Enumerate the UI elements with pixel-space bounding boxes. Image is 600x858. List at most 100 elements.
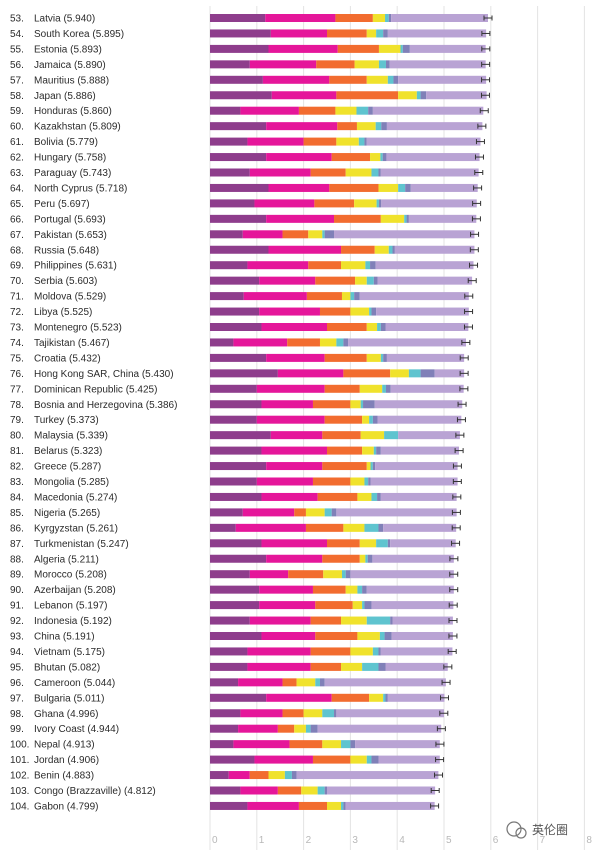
bar-segment <box>266 153 332 162</box>
bar-segment <box>240 106 299 115</box>
row-label: Estonia (5.893) <box>34 44 102 55</box>
chart-row: 83. Mongolia (5.285) <box>10 477 462 488</box>
bar-segment <box>394 245 475 254</box>
row-label: Indonesia (5.192) <box>34 616 112 627</box>
row-rank: 63. <box>10 168 24 179</box>
bar-segment <box>210 709 241 718</box>
bar-segment <box>337 44 379 53</box>
bar-segment <box>350 292 355 301</box>
bar-segment <box>305 508 325 517</box>
row-label: Nigeria (5.265) <box>34 508 100 519</box>
bar-segment <box>420 91 427 100</box>
bar-segment <box>391 632 453 640</box>
bar-segment <box>256 415 325 424</box>
bar-segment <box>334 709 337 718</box>
bar-segment <box>420 369 435 378</box>
bar-segment <box>360 400 364 409</box>
bar-segment <box>350 307 370 316</box>
chart-row: 87. Turkmenistan (5.247) <box>10 539 461 550</box>
bar-segment <box>310 647 351 656</box>
row-rank: 90. <box>10 585 24 596</box>
bar-segment <box>380 446 459 455</box>
bar-segment <box>348 338 466 347</box>
bar-segment <box>247 801 299 810</box>
row-rank: 55. <box>10 44 24 55</box>
bar-segment <box>385 384 391 393</box>
bar-segment <box>341 662 363 671</box>
bar-segment <box>306 292 342 301</box>
row-label: South Korea (5.895) <box>34 29 124 40</box>
bar-segment <box>303 137 337 146</box>
watermark: 英伦圈 <box>506 821 568 839</box>
bar-segment <box>374 245 389 254</box>
bar-segment <box>210 44 269 53</box>
bar-segment <box>324 353 367 362</box>
bar-segment <box>352 601 363 610</box>
bar-segment <box>315 601 353 610</box>
bar-segment <box>366 353 381 362</box>
row-label: Greece (5.287) <box>34 462 101 473</box>
bar-segment <box>387 693 445 702</box>
bar-segment <box>315 632 358 640</box>
bar-segment <box>310 724 318 733</box>
chart-row: 62. Hungary (5.758) <box>10 153 484 164</box>
bar-segment <box>317 724 442 733</box>
row-rank: 60. <box>10 122 24 133</box>
bar-segment <box>392 245 395 254</box>
bar-segment <box>376 199 379 208</box>
bar-segment <box>228 771 250 780</box>
bar-segment <box>372 647 379 656</box>
chart-row: 60. Kazakhstan (5.809) <box>10 122 487 133</box>
bar-segment <box>385 60 390 69</box>
chart-row: 84. Macedonia (5.274) <box>10 492 462 503</box>
bar-segment <box>261 446 327 455</box>
bar-segment <box>210 338 234 347</box>
bar-segment <box>233 338 288 347</box>
chart-row: 78. Bosnia and Herzegovina (5.386) <box>10 400 467 411</box>
bar-segment <box>322 431 361 440</box>
bar-segment <box>408 369 421 378</box>
bar-segment <box>359 539 377 548</box>
x-tick-label: 6 <box>493 835 499 846</box>
chart-row: 54. South Korea (5.895) <box>10 29 491 40</box>
bar-segment <box>360 431 385 440</box>
bar-segment <box>249 60 317 69</box>
bar-segment <box>390 384 464 393</box>
bar-segment <box>341 740 351 749</box>
bar-segment <box>277 724 295 733</box>
bar-segment <box>350 755 367 764</box>
x-tick-label: 0 <box>212 835 218 846</box>
row-label: Montenegro (5.523) <box>34 323 122 334</box>
bar-segment <box>373 446 377 455</box>
bar-segment <box>210 693 267 702</box>
bar-segment <box>329 75 367 84</box>
chart-row: 96. Cameroon (5.044) <box>10 678 451 689</box>
bar-segment <box>343 369 391 378</box>
bar-segment <box>210 261 248 270</box>
bar-segment <box>210 786 241 795</box>
bar-segment <box>390 616 393 625</box>
bar-segment <box>378 523 384 532</box>
bar-segment <box>266 693 332 702</box>
bar-segment <box>368 477 371 486</box>
row-rank: 87. <box>10 539 24 550</box>
chart-row: 73. Montenegro (5.523) <box>10 323 473 334</box>
bar-segment <box>312 585 346 594</box>
bar-segment <box>367 554 373 563</box>
bar-segment <box>355 276 367 285</box>
bar-segment <box>366 137 481 146</box>
bar-segment <box>319 678 325 687</box>
row-label: Nepal (4.913) <box>34 740 95 751</box>
bar-segment <box>210 276 260 285</box>
bar-segment <box>369 415 373 424</box>
bar-segment <box>381 199 477 208</box>
row-rank: 53. <box>10 14 24 25</box>
row-label: Libya (5.525) <box>34 307 92 318</box>
bar-segment <box>331 508 337 517</box>
bar-segment <box>291 771 297 780</box>
bar-segment <box>379 632 385 640</box>
chart-rows: 53. Latvia (5.940)54. South Korea (5.895)5… <box>10 14 493 812</box>
bar-segment <box>210 137 248 146</box>
row-rank: 86. <box>10 523 24 534</box>
bar-segment <box>210 771 229 780</box>
